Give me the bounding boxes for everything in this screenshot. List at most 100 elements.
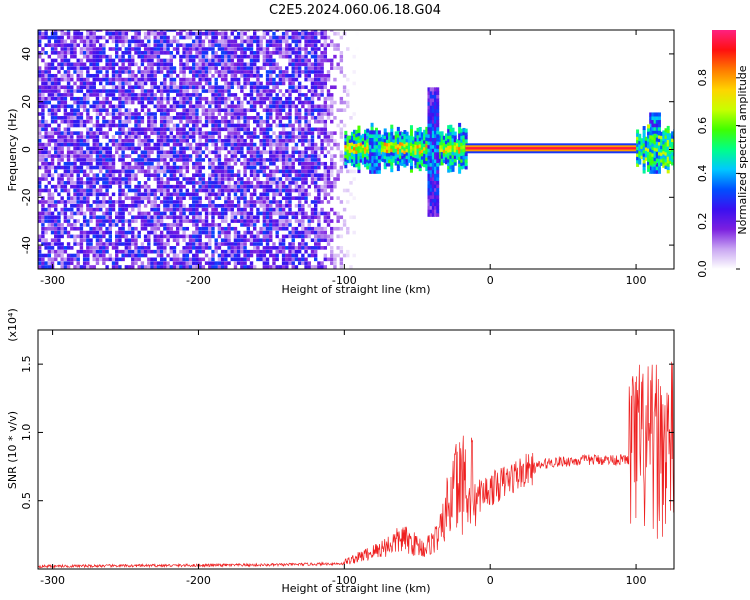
heatmap-cell [236, 158, 241, 162]
heatmap-cell [272, 70, 276, 74]
heatmap-cell [188, 154, 193, 158]
heatmap-cell [102, 211, 106, 216]
heatmap-cell [262, 184, 267, 189]
heatmap-cell [169, 230, 173, 235]
heatmap-cell [102, 104, 106, 109]
heatmap-cell [291, 261, 295, 265]
heatmap-cell [70, 73, 74, 78]
heatmap-cell [124, 238, 129, 243]
heatmap-cell [169, 196, 173, 200]
heatmap-cell [195, 169, 199, 174]
heatmap-cell [147, 123, 151, 128]
heatmap-cell [243, 234, 247, 239]
heatmap-cell [111, 70, 116, 74]
heatmap-cell [76, 30, 80, 32]
heatmap-cell [163, 62, 167, 67]
heatmap-cell [92, 207, 96, 212]
heatmap-cell [313, 165, 318, 170]
heatmap-cell [272, 253, 276, 258]
heatmap-cell [169, 226, 173, 231]
heatmap-cell [131, 73, 135, 78]
heatmap-cell [204, 246, 209, 250]
heatmap-cell [310, 249, 315, 254]
heatmap-cell [301, 184, 305, 189]
heatmap-cell [227, 173, 231, 177]
heatmap-cell [188, 234, 193, 239]
heatmap-cell [281, 196, 286, 200]
heatmap-cell [192, 265, 196, 269]
heatmap-cell [265, 230, 270, 235]
heatmap-cell [41, 253, 45, 258]
heatmap-cell [269, 150, 273, 155]
heatmap-cell [92, 62, 96, 67]
heatmap-cell [227, 192, 231, 197]
heatmap-cell [211, 234, 215, 239]
heatmap-cell [353, 143, 357, 148]
heatmap-cell [131, 35, 135, 40]
heatmap-cell [192, 131, 196, 135]
heatmap-cell [179, 200, 183, 204]
heatmap-cell [224, 261, 228, 265]
heatmap-cell [204, 51, 209, 55]
heatmap-cell [291, 47, 295, 51]
heatmap-cell [236, 211, 241, 216]
heatmap-cell [297, 196, 302, 200]
heatmap-cell [175, 47, 180, 51]
heatmap-cell [82, 104, 87, 109]
heatmap-cell [349, 265, 353, 269]
heatmap-cell [102, 100, 106, 105]
heatmap-cell [60, 35, 64, 40]
heatmap-cell [425, 136, 429, 141]
heatmap-cell [79, 116, 84, 120]
heatmap-cell [44, 265, 48, 269]
heatmap-cell [220, 54, 225, 59]
heatmap-cell [175, 123, 180, 128]
heatmap-cell [272, 169, 276, 174]
heatmap-cell [265, 51, 270, 55]
heatmap-cell [156, 30, 161, 32]
heatmap-cell [326, 93, 331, 97]
heatmap-cell [220, 265, 225, 269]
heatmap-cell [192, 66, 196, 70]
heatmap-cell [159, 181, 164, 185]
heatmap-cell [297, 116, 302, 120]
heatmap-cell [409, 162, 413, 167]
heatmap-cell [192, 173, 196, 177]
heatmap-cell [272, 242, 276, 246]
heatmap-cell [220, 100, 225, 105]
heatmap-cell [54, 154, 58, 158]
heatmap-cell [66, 223, 71, 227]
heatmap-cell [297, 246, 302, 250]
heatmap-cell [220, 73, 225, 78]
heatmap-cell [63, 135, 68, 139]
heatmap-cell [336, 177, 340, 181]
heatmap-cell [297, 249, 302, 254]
heatmap-cell [291, 226, 295, 231]
heatmap-cell [336, 142, 340, 147]
heatmap-cell [73, 146, 77, 151]
heatmap-cell [121, 219, 125, 223]
heatmap-cell [348, 142, 352, 147]
heatmap-cell [137, 51, 141, 55]
heatmap-cell [227, 234, 231, 239]
heatmap-cell [50, 47, 55, 51]
heatmap-cell [105, 58, 109, 63]
heatmap-cell [355, 160, 359, 165]
heatmap-cell [108, 238, 113, 243]
heatmap-cell [89, 215, 93, 220]
heatmap-cell [76, 112, 80, 116]
heatmap-cell [47, 89, 52, 93]
heatmap-cell [198, 54, 202, 59]
heatmap-cell [236, 219, 241, 223]
heatmap-cell [357, 145, 361, 150]
heatmap-cell [147, 39, 151, 44]
heatmap-cell [79, 188, 84, 193]
heatmap-cell [204, 30, 209, 32]
heatmap-cell [297, 81, 302, 86]
heatmap-cell [57, 177, 61, 181]
heatmap-cell [198, 173, 202, 177]
heatmap-cell [38, 257, 42, 262]
heatmap-cell [137, 96, 141, 101]
heatmap-cell [102, 173, 106, 177]
heatmap-cell [349, 192, 353, 197]
